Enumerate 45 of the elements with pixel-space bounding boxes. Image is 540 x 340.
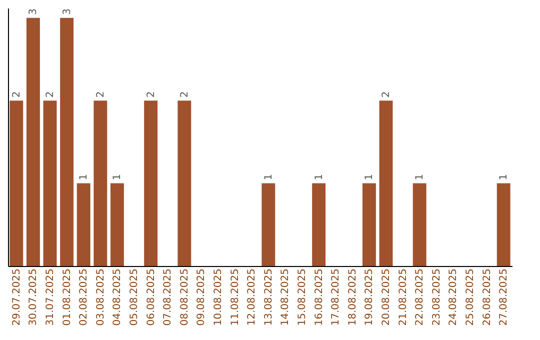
- data-label: 3: [62, 8, 73, 15]
- x-tick-label: 29.07.2025: [11, 268, 22, 326]
- data-label: 3: [28, 8, 40, 15]
- x-tick-label: 19.08.2025: [364, 268, 376, 326]
- data-label: 1: [263, 174, 274, 180]
- x-tick-label: 16.08.2025: [314, 268, 325, 326]
- x-tick-label: 06.08.2025: [146, 268, 157, 326]
- x-tick-label: 17.08.2025: [330, 268, 342, 326]
- data-label: 2: [95, 91, 106, 98]
- x-tick-label: 01.08.2025: [62, 268, 73, 326]
- x-tick-label: 26.08.2025: [482, 268, 493, 326]
- data-label: 2: [179, 91, 190, 98]
- x-tick-label: 14.08.2025: [280, 268, 292, 326]
- x-tick-label: 27.08.2025: [498, 268, 510, 326]
- x-tick-label: 18.08.2025: [347, 268, 358, 326]
- data-label: 1: [314, 174, 325, 180]
- x-tick-label: 24.08.2025: [448, 268, 460, 326]
- data-label: 2: [146, 91, 157, 98]
- x-tick-label: 31.07.2025: [45, 268, 56, 326]
- x-tick-label: 03.08.2025: [95, 268, 106, 326]
- data-label: 1: [498, 174, 510, 180]
- data-label: 1: [78, 174, 90, 180]
- x-tick-label: 09.08.2025: [196, 268, 208, 326]
- x-tick-label: 04.08.2025: [112, 268, 124, 326]
- data-label: 2: [11, 91, 22, 98]
- data-label: 1: [112, 174, 124, 180]
- data-label: 1: [414, 174, 426, 180]
- x-tick-label: 30.07.2025: [28, 268, 40, 326]
- x-tick-label: 22.08.2025: [414, 268, 426, 326]
- x-tick-label: 23.08.2025: [431, 268, 442, 326]
- x-tick-label: 12.08.2025: [246, 268, 258, 326]
- x-tick-label: 25.08.2025: [465, 268, 476, 326]
- data-label: 2: [381, 91, 392, 98]
- x-tick-label: 08.08.2025: [179, 268, 190, 326]
- x-tick-label: 13.08.2025: [263, 268, 274, 326]
- x-tick-label: 10.08.2025: [213, 268, 224, 326]
- data-label: 2: [45, 91, 56, 98]
- x-tick-label: 20.08.2025: [381, 268, 392, 326]
- x-tick-label: 02.08.2025: [78, 268, 90, 326]
- x-tick-label: 07.08.2025: [162, 268, 174, 326]
- data-label: 1: [364, 174, 376, 180]
- x-tick-label: 21.08.2025: [398, 268, 409, 326]
- x-tick-label: 05.08.2025: [129, 268, 140, 326]
- x-tick-label: 11.08.2025: [230, 268, 241, 326]
- x-tick-label: 15.08.2025: [297, 268, 308, 326]
